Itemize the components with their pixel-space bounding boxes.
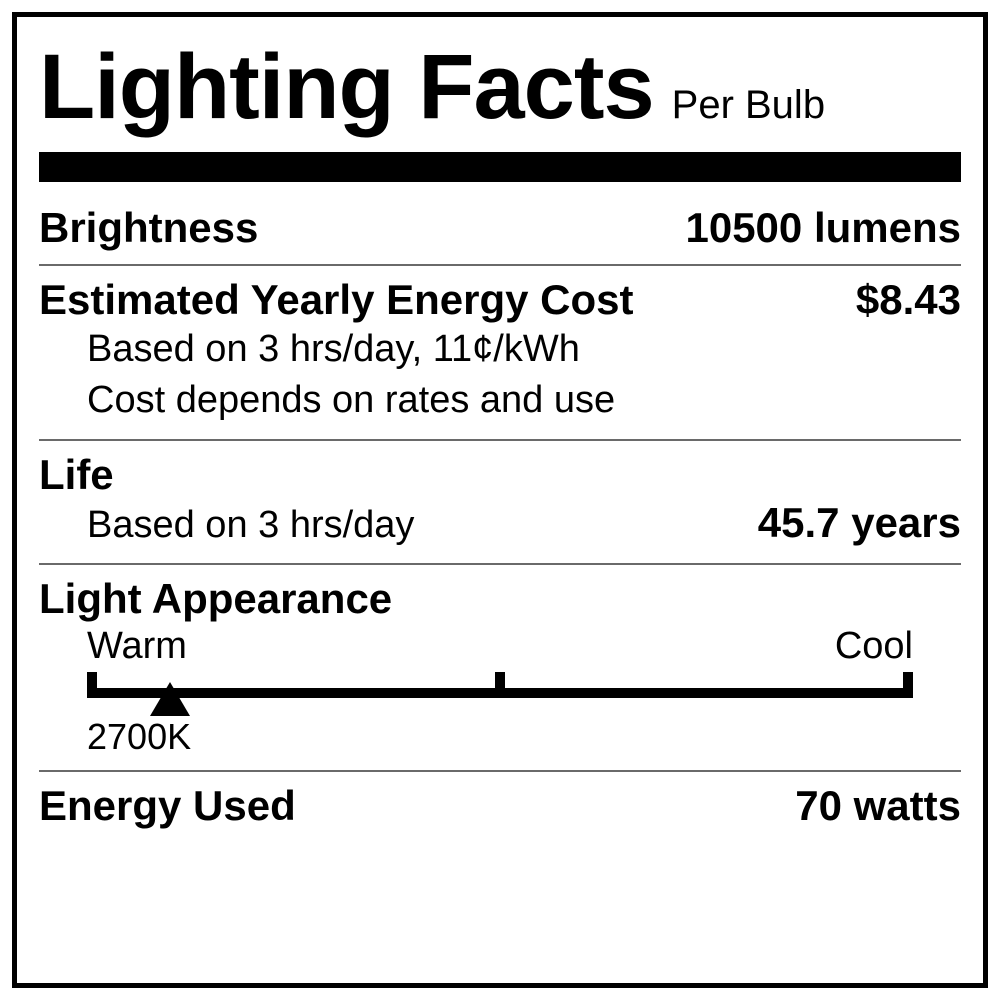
scale-warm-label: Warm <box>87 625 187 668</box>
cost-label: Estimated Yearly Energy Cost <box>39 276 633 324</box>
energy-section: Energy Used 70 watts <box>39 772 961 834</box>
life-section: Life Based on 3 hrs/day 45.7 years <box>39 441 961 563</box>
scale-tick-mid <box>495 672 505 692</box>
cost-note-1: Based on 3 hrs/day, 11¢/kWh <box>39 324 961 375</box>
scale-tick-left <box>87 672 97 698</box>
life-label: Life <box>39 451 961 499</box>
cost-section: Estimated Yearly Energy Cost $8.43 Based… <box>39 266 961 439</box>
brightness-section: Brightness 10500 lumens <box>39 194 961 264</box>
kelvin-value: 2700K <box>39 716 961 758</box>
color-temp-scale: Warm Cool <box>39 623 961 710</box>
cost-note-2: Cost depends on rates and use <box>39 375 961 426</box>
thick-divider <box>39 152 961 182</box>
subtitle: Per Bulb <box>672 83 825 128</box>
scale-cool-label: Cool <box>835 625 913 668</box>
title-row: Lighting Facts Per Bulb <box>39 35 961 146</box>
scale-track <box>87 672 913 710</box>
lighting-facts-panel: Lighting Facts Per Bulb Brightness 10500… <box>12 12 988 988</box>
scale-tick-right <box>903 672 913 698</box>
title: Lighting Facts <box>39 35 654 140</box>
appearance-label: Light Appearance <box>39 575 961 623</box>
appearance-section: Light Appearance Warm Cool 2700K <box>39 565 961 770</box>
brightness-label: Brightness <box>39 204 258 252</box>
energy-label: Energy Used <box>39 782 296 830</box>
life-note: Based on 3 hrs/day <box>39 500 414 551</box>
scale-pointer-icon <box>150 682 190 716</box>
energy-value: 70 watts <box>795 782 961 830</box>
brightness-value: 10500 lumens <box>685 204 961 252</box>
cost-value: $8.43 <box>856 276 961 324</box>
life-value: 45.7 years <box>758 499 961 547</box>
